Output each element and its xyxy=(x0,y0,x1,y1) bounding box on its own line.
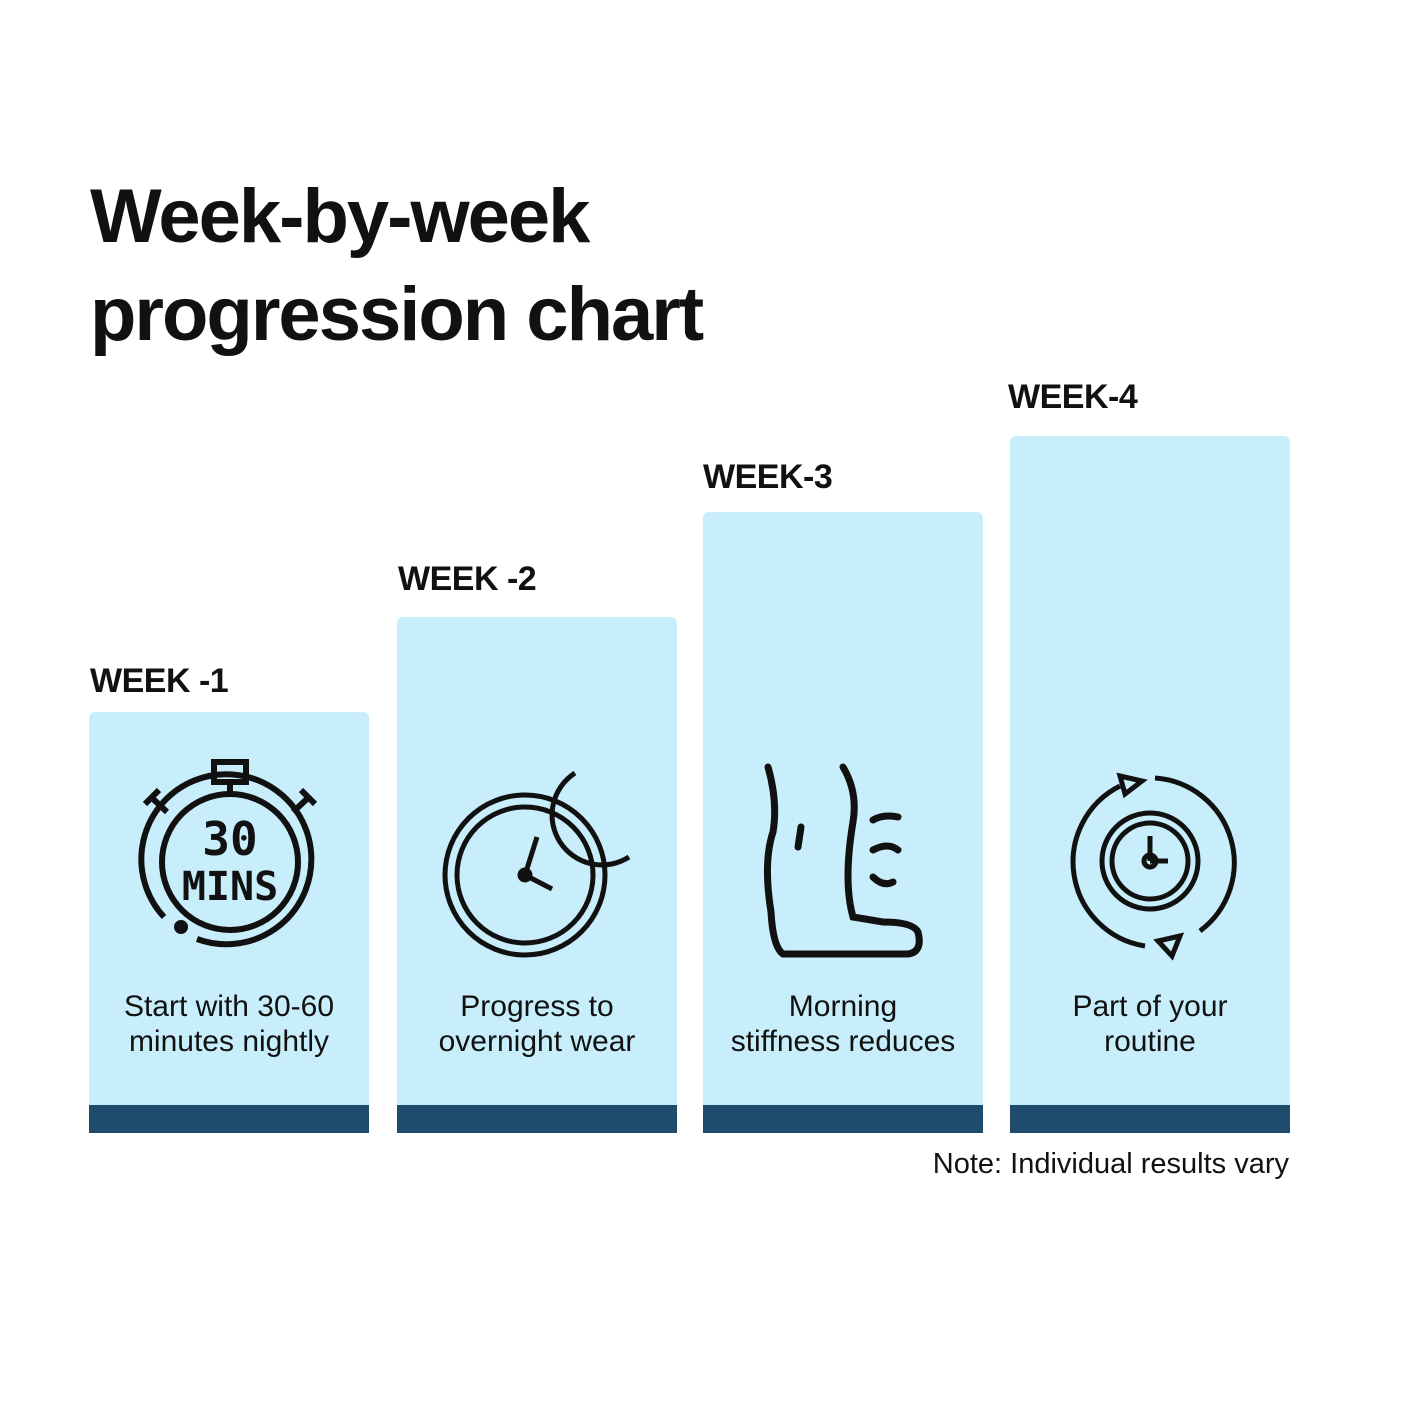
week-2-bar: Progress to overnight wear xyxy=(397,617,677,1133)
week-1-description: Start with 30-60 minutes nightly xyxy=(123,990,335,1058)
routine-cycle-clock-icon xyxy=(1070,772,1237,961)
week-4-description: Part of your routine xyxy=(1072,990,1228,1058)
stopwatch-icon: 30 MINS xyxy=(138,759,318,948)
week-3-description: Morning stiffness reduces xyxy=(730,990,956,1058)
clock-moon-icon xyxy=(442,770,631,958)
leg-relief-icon xyxy=(763,763,923,958)
week-3-label: WEEK-3 xyxy=(703,458,833,496)
week-2-label: WEEK -2 xyxy=(398,560,537,598)
stopwatch-mins-text: MINS xyxy=(182,864,278,910)
page-title: Week-by-week progression chart xyxy=(90,168,704,364)
week-1-base xyxy=(89,1105,369,1133)
week-1-label: WEEK -1 xyxy=(90,662,229,700)
week-1-bar: 30 MINS Start with 30-60 minutes nightly xyxy=(89,712,369,1133)
week-4-bar: Part of your routine xyxy=(1010,436,1290,1133)
week-2-base xyxy=(397,1105,677,1133)
week-3-bar: Morning stiffness reduces xyxy=(703,512,983,1133)
stopwatch-30-text: 30 xyxy=(202,812,257,866)
week-2-description: Progress to overnight wear xyxy=(438,990,636,1058)
title-line-1: Week-by-week xyxy=(90,174,590,259)
week-4-base xyxy=(1010,1105,1290,1133)
title-line-2: progression chart xyxy=(90,272,704,357)
footnote: Note: Individual results vary xyxy=(932,1148,1289,1180)
week-3-base xyxy=(703,1105,983,1133)
week-4-label: WEEK-4 xyxy=(1008,378,1138,416)
